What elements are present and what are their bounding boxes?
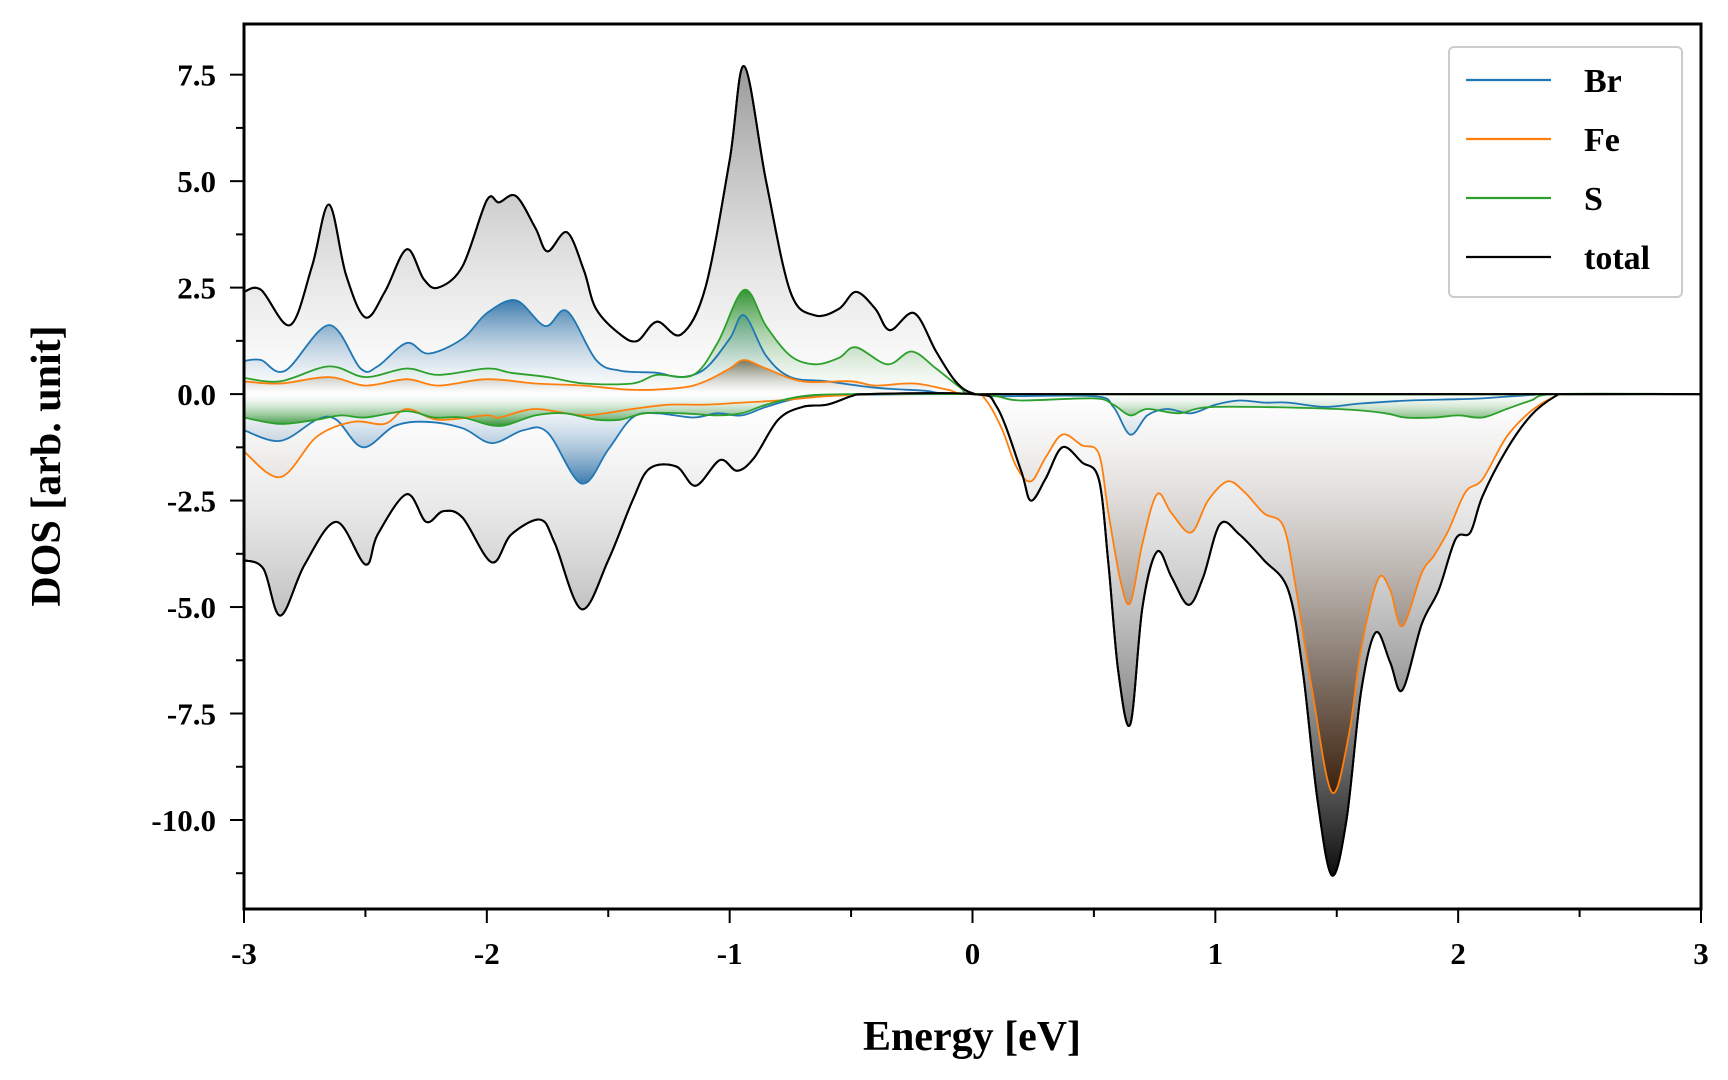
legend-box	[1448, 46, 1683, 298]
total-up-line-top	[243, 65, 1702, 396]
y-tick-label: -2.5	[167, 484, 216, 519]
fe-up-line	[243, 359, 1702, 396]
series-lines	[243, 65, 1702, 877]
x-tick-label: 1	[1208, 936, 1224, 971]
s-up-fill	[244, 289, 1701, 395]
y-axis-ticks: 7.5 5.0 2.5 0.0 -2.5 -5.0 -7.5 -10.0	[151, 58, 244, 875]
x-axis-label: Energy [eV]	[863, 1014, 1081, 1060]
s-up-line	[243, 288, 1702, 396]
x-tick-label: 0	[965, 936, 981, 971]
area-fills	[244, 66, 1701, 876]
br-up-fill	[244, 300, 1701, 395]
y-tick-label: 5.0	[177, 164, 216, 199]
y-tick-label: 2.5	[177, 271, 216, 306]
y-tick-label: 7.5	[177, 58, 216, 93]
x-tick-label: -3	[231, 936, 257, 971]
s-down-fill	[244, 393, 1701, 427]
x-tick-label: 3	[1693, 936, 1709, 971]
br-up-line	[243, 299, 1702, 396]
y-tick-label: 0.0	[177, 377, 216, 412]
x-tick-label: 2	[1450, 936, 1466, 971]
y-tick-label: -7.5	[167, 697, 216, 732]
x-tick-label: -1	[717, 936, 743, 971]
legend-label-fe: Fe	[1584, 122, 1620, 159]
total-down-line-top	[243, 392, 1702, 877]
y-axis-label: DOS [arb. unit]	[24, 325, 70, 606]
legend-label-br: Br	[1584, 63, 1622, 100]
x-tick-label: -2	[474, 936, 500, 971]
y-tick-label: -5.0	[167, 590, 216, 625]
x-axis-ticks: -3 -2 -1 0 1 2 3	[231, 909, 1709, 971]
fe-down-fill	[244, 393, 1701, 794]
y-tick-label: -10.0	[151, 803, 216, 838]
legend-label-total: total	[1584, 240, 1650, 277]
legend-label-s: S	[1584, 181, 1603, 218]
